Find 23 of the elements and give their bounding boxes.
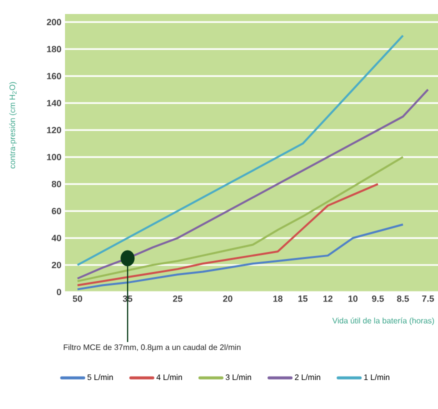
y-tick-label: 180 <box>47 46 62 52</box>
x-tick-label: 12 <box>323 296 332 302</box>
y-tick-label: 0 <box>56 288 62 296</box>
x-tick-label: 25 <box>172 296 182 302</box>
y-tick-label: 200 <box>46 18 62 26</box>
x-tick-label: 7.5 <box>422 296 434 302</box>
x-tick-label: 18 <box>273 296 283 302</box>
y-tick-label: 140 <box>47 100 62 106</box>
y-tick-label: 40 <box>52 234 62 242</box>
y-tick-label: 100 <box>47 154 62 160</box>
y-tick-label: 20 <box>52 262 62 268</box>
x-tick-label: 10 <box>348 296 358 302</box>
y-tick-label: 80 <box>52 180 62 188</box>
x-tick-label: 20 <box>223 296 232 302</box>
x-tick-label: 9.5 <box>372 296 384 302</box>
x-tick-label: 8.5 <box>397 296 409 302</box>
line-series <box>76 183 379 286</box>
y-tick-label: 120 <box>47 126 62 134</box>
y-tick-label: 160 <box>47 72 62 80</box>
x-tick-label: 50 <box>72 296 82 302</box>
line-series <box>76 224 404 290</box>
x-tick-label: 15 <box>298 296 308 302</box>
y-tick-label: 60 <box>52 208 62 214</box>
